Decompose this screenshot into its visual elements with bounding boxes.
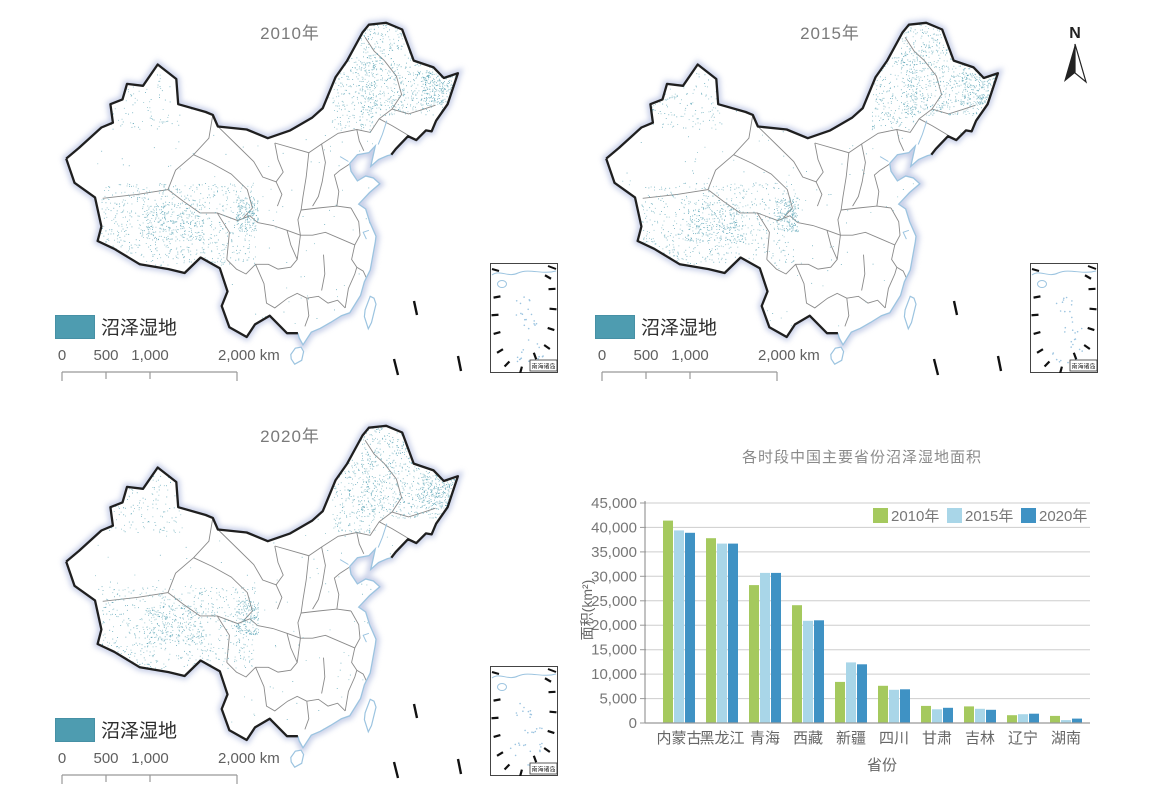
scale-label-2000: 2,000 km [218, 347, 280, 364]
scale-bar [601, 371, 778, 381]
china-map-2010 [62, 19, 464, 376]
wetland-legend-label: 沼泽湿地 [641, 318, 718, 339]
scale-label-500: 500 [93, 750, 119, 767]
chart-panel: 各时段中国主要省份沼泽湿地面积 面积(km²) 0 5,000 10,000 15,0… [575, 438, 1149, 794]
scale-bar [61, 371, 238, 381]
map-title-2015: 2015年 [800, 24, 860, 43]
scale-bar-labels: 0 500 1,000 2,000 km [50, 347, 350, 367]
north-arrow-icon: N [1064, 25, 1088, 84]
svg-text:南海诸岛: 南海诸岛 [531, 363, 555, 371]
map-panel-2020: 2020年 沼泽湿地 0 500 1,000 2,000 km 南海诸岛 [10, 408, 570, 794]
map-panel-2010: 2010年 沼泽湿地 0 500 1,000 2,000 km 南海诸岛 [10, 5, 570, 405]
south-china-sea-inset: 南海诸岛 [490, 263, 558, 373]
wetland-legend-swatch [595, 314, 635, 339]
scale-label-500: 500 [93, 347, 119, 364]
wetland-legend-swatch [55, 314, 95, 339]
south-china-sea-inset: 南海诸岛 [1030, 263, 1098, 373]
wetland-legend: 沼泽湿地 [595, 313, 717, 340]
wetland-legend-label: 沼泽湿地 [101, 721, 178, 742]
scale-label-1000: 1,000 [131, 347, 169, 364]
x-axis-label: 省份 [866, 757, 897, 774]
wetland-legend-swatch [55, 717, 95, 742]
wetland-legend: 沼泽湿地 [55, 313, 177, 340]
y-axis-label: 面积(km²) [579, 579, 595, 641]
south-china-sea-inset: 南海诸岛 [490, 666, 558, 776]
svg-text:南海诸岛: 南海诸岛 [1071, 363, 1095, 371]
wetland-legend-label: 沼泽湿地 [101, 318, 178, 339]
bar-chart-canvas: 05,00010,00015,00020,00025,00030,00035,0… [591, 495, 1090, 747]
scale-bar [61, 774, 238, 784]
north-arrow-right [1074, 43, 1088, 84]
north-arrow-left [1064, 44, 1075, 82]
scale-label-1000: 1,000 [671, 347, 709, 364]
chart-title: 各时段中国主要省份沼泽湿地面积 [741, 449, 982, 466]
scale-label-0: 0 [57, 347, 67, 364]
china-map-2020 [62, 422, 464, 779]
map-title-2010: 2010年 [260, 24, 320, 43]
scale-bar-labels: 0 500 1,000 2,000 km [590, 347, 890, 367]
wetland-legend: 沼泽湿地 [55, 716, 177, 743]
map-title-2020: 2020年 [260, 427, 320, 446]
scale-label-2000: 2,000 km [758, 347, 820, 364]
scale-label-0: 0 [597, 347, 607, 364]
scale-label-500: 500 [633, 347, 659, 364]
china-map-2015 [602, 19, 1004, 376]
scale-label-1000: 1,000 [131, 750, 169, 767]
scale-bar-labels: 0 500 1,000 2,000 km [50, 750, 350, 770]
scale-label-0: 0 [57, 750, 67, 767]
map-panel-2015: 2015年 沼泽湿地 0 500 1,000 2,000 km 南海诸岛 [550, 5, 1110, 405]
north-arrow-label: N [1069, 25, 1081, 42]
scale-label-2000: 2,000 km [218, 750, 280, 767]
